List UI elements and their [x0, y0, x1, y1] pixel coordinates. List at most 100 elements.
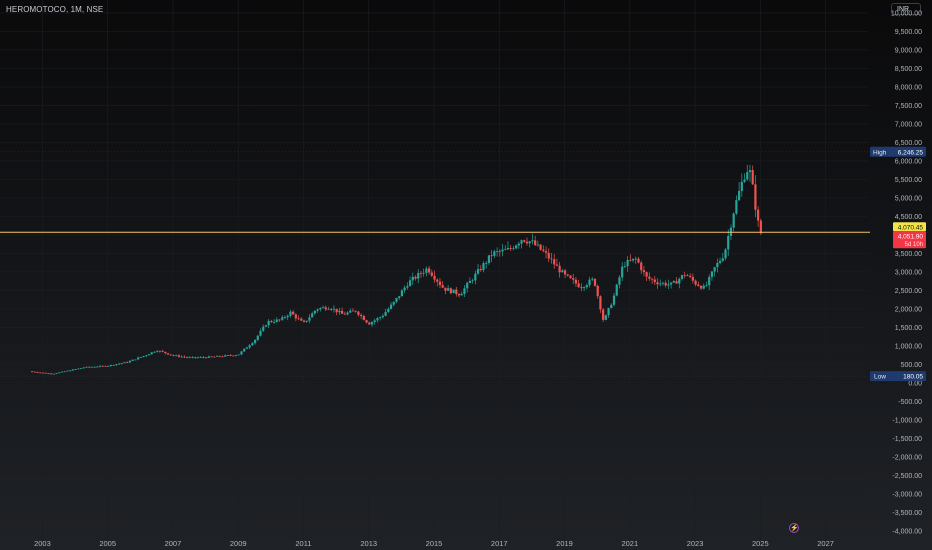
- candle-body[interactable]: [566, 274, 569, 276]
- candle-body[interactable]: [471, 280, 474, 282]
- candle-body[interactable]: [362, 315, 365, 321]
- candle-body[interactable]: [395, 298, 398, 302]
- candle-body[interactable]: [63, 371, 66, 373]
- candle-body[interactable]: [670, 282, 673, 285]
- candle-body[interactable]: [398, 296, 401, 299]
- candle-body[interactable]: [438, 281, 442, 286]
- candle-body[interactable]: [172, 355, 175, 356]
- candle-body[interactable]: [47, 373, 50, 375]
- candle-body[interactable]: [452, 289, 455, 294]
- candle-body[interactable]: [708, 276, 711, 286]
- candle-body[interactable]: [759, 220, 762, 234]
- candle-body[interactable]: [512, 248, 515, 250]
- candle-body[interactable]: [351, 310, 355, 312]
- candle-body[interactable]: [493, 251, 496, 256]
- candle-body[interactable]: [365, 320, 368, 323]
- candle-body[interactable]: [349, 310, 352, 313]
- candle-body[interactable]: [248, 345, 251, 348]
- candle-body[interactable]: [278, 319, 281, 321]
- candle-body[interactable]: [422, 272, 425, 274]
- candle-body[interactable]: [550, 258, 553, 260]
- candle-body[interactable]: [215, 355, 219, 357]
- candle-body[interactable]: [599, 296, 602, 310]
- candle-body[interactable]: [555, 264, 559, 266]
- candle-body[interactable]: [33, 371, 36, 373]
- candle-body[interactable]: [180, 356, 183, 358]
- candle-body[interactable]: [588, 279, 591, 286]
- candle-body[interactable]: [430, 272, 433, 276]
- candle-body[interactable]: [126, 362, 129, 364]
- candle-body[interactable]: [656, 282, 659, 285]
- candle-body[interactable]: [66, 370, 69, 372]
- candle-body[interactable]: [629, 260, 632, 261]
- candle-body[interactable]: [596, 285, 599, 297]
- candle-body[interactable]: [449, 288, 452, 294]
- candle-body[interactable]: [335, 308, 338, 313]
- candle-body[interactable]: [558, 265, 561, 273]
- candle-body[interactable]: [702, 285, 705, 289]
- candle-body[interactable]: [482, 263, 485, 271]
- candle-body[interactable]: [476, 269, 480, 274]
- candle-body[interactable]: [169, 354, 172, 356]
- candle-body[interactable]: [615, 284, 618, 296]
- candle-body[interactable]: [640, 262, 643, 271]
- candle-body[interactable]: [680, 275, 684, 279]
- candle-body[interactable]: [297, 318, 300, 320]
- candle-body[interactable]: [618, 277, 621, 285]
- candle-body[interactable]: [123, 362, 126, 364]
- candle-body[interactable]: [327, 309, 330, 310]
- candle-body[interactable]: [732, 213, 735, 228]
- candle-body[interactable]: [158, 350, 161, 352]
- candle-body[interactable]: [183, 356, 186, 358]
- candle-body[interactable]: [574, 279, 578, 284]
- candle-body[interactable]: [330, 309, 333, 310]
- candle-body[interactable]: [672, 281, 675, 283]
- candle-body[interactable]: [683, 275, 686, 276]
- candle-body[interactable]: [498, 251, 501, 252]
- candle-body[interactable]: [479, 269, 482, 271]
- candle-body[interactable]: [650, 278, 654, 280]
- candle-body[interactable]: [509, 247, 512, 249]
- candle-body[interactable]: [74, 369, 77, 370]
- candle-body[interactable]: [713, 267, 716, 272]
- candle-body[interactable]: [55, 373, 58, 374]
- candle-body[interactable]: [360, 314, 363, 316]
- candle-body[interactable]: [262, 326, 265, 331]
- candle-body[interactable]: [147, 354, 151, 356]
- candle-body[interactable]: [384, 312, 387, 316]
- candle-body[interactable]: [30, 371, 34, 373]
- candle-body[interactable]: [237, 354, 240, 356]
- candle-body[interactable]: [542, 249, 545, 252]
- candle-body[interactable]: [139, 356, 142, 358]
- candle-body[interactable]: [534, 240, 537, 246]
- candle-body[interactable]: [724, 249, 727, 259]
- candle-body[interactable]: [517, 243, 520, 246]
- candle-body[interactable]: [205, 357, 208, 359]
- candle-body[interactable]: [313, 310, 316, 314]
- candle-body[interactable]: [664, 282, 667, 286]
- candle-body[interactable]: [577, 283, 580, 288]
- candle-body[interactable]: [131, 359, 134, 361]
- candle-body[interactable]: [234, 355, 238, 357]
- candle-body[interactable]: [98, 365, 102, 367]
- candle-body[interactable]: [294, 314, 297, 319]
- candle-body[interactable]: [112, 364, 115, 366]
- candle-body[interactable]: [256, 335, 259, 340]
- candle-body[interactable]: [232, 355, 235, 357]
- candle-body[interactable]: [39, 372, 42, 374]
- candle-body[interactable]: [400, 290, 404, 297]
- candle-body[interactable]: [224, 355, 227, 357]
- candle-body[interactable]: [156, 351, 159, 353]
- candle-body[interactable]: [569, 275, 572, 279]
- candle-body[interactable]: [675, 281, 678, 284]
- candle-body[interactable]: [267, 320, 270, 326]
- candle-body[interactable]: [474, 273, 477, 281]
- candle-body[interactable]: [751, 170, 754, 185]
- lightning-icon[interactable]: ⚡: [789, 523, 799, 533]
- candle-body[interactable]: [115, 364, 118, 366]
- candle-body[interactable]: [721, 258, 724, 261]
- candle-body[interactable]: [90, 366, 94, 368]
- candle-body[interactable]: [539, 244, 542, 250]
- candle-body[interactable]: [340, 310, 344, 314]
- candle-body[interactable]: [428, 268, 431, 273]
